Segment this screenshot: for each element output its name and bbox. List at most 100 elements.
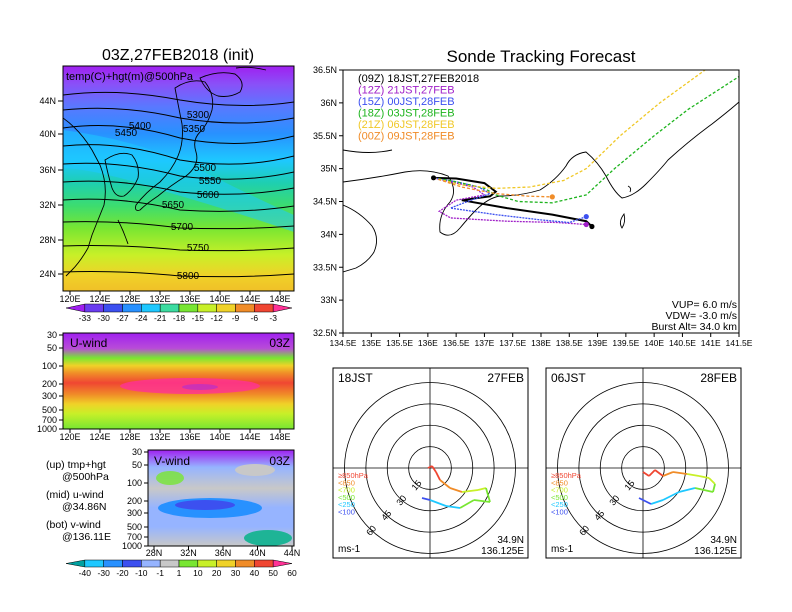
wind-colorbar-label: -1 — [156, 568, 164, 578]
hodograph-right: 06JST 28FEB ms-1 34.9N 136.125E 15304560… — [545, 367, 742, 559]
track-legend: (09Z) 18JST,27FEB2018(12Z) 21JST,27FEB(1… — [358, 73, 479, 143]
lon-tick-label: 136.5E — [443, 338, 470, 348]
hodograph-left: 18JST 27FEB ms-1 34.9N 136.125E 15304560… — [332, 367, 529, 559]
wind-colorbar-swatch — [178, 559, 199, 568]
panel-legend-notes: (up) tmp+hgt@500hPa (mid) u-wind@34.86N (b… — [46, 459, 111, 543]
temp-colorbar-label: -15 — [192, 313, 205, 323]
pressure-legend-entry: ≥850hPa — [338, 471, 369, 480]
contour-label: 5300 — [187, 110, 210, 121]
pressure-legend-entry: <250 — [551, 500, 568, 509]
hodograph-segment — [654, 469, 664, 477]
contour-label: 5800 — [177, 271, 200, 282]
temp-colorbar-swatch — [84, 303, 104, 313]
lat-tick-label: 33.5N — [313, 262, 337, 272]
track-line — [433, 176, 593, 228]
contour-label: 5550 — [199, 176, 222, 187]
pressure-tick-label: 100 — [127, 478, 142, 488]
hodograph-segment — [435, 471, 441, 481]
hodo-right-unit: ms-1 — [551, 544, 574, 555]
legend-note-line1: (mid) u-wind — [46, 489, 104, 501]
lon-tick-label: 128E — [119, 432, 140, 442]
track-legend-entry: (09Z) 18JST,27FEB2018 — [358, 73, 479, 85]
temp-colorbar-swatch — [141, 303, 161, 313]
wind-colorbar-swatch — [122, 559, 142, 568]
lon-tick-label: 132E — [149, 432, 170, 442]
hodograph-segment — [678, 487, 696, 493]
lon-tick-label: 148E — [269, 294, 290, 304]
pressure-tick-label: 50 — [47, 343, 57, 353]
lon-tick-label: 136E — [179, 432, 200, 442]
track-end-point — [583, 214, 589, 220]
wind-colorbar-label: -30 — [98, 568, 111, 578]
wind-colorbar-label: 60 — [287, 568, 297, 578]
track-end-point — [583, 221, 589, 228]
hodograph-segment — [449, 487, 463, 493]
lon-tick-label: 135.5E — [386, 338, 413, 348]
track-line — [433, 177, 587, 226]
lon-tick-label: 141E — [701, 338, 721, 348]
hodograph-segment — [638, 497, 652, 505]
main-lon-ticks: 120E 124E 128E 132E 136E 140E 144E 148E — [59, 291, 291, 304]
hodograph-segment — [477, 487, 487, 491]
contour-label: 5750 — [187, 243, 210, 254]
lat-tick-label: 32N — [39, 200, 56, 210]
lat-tick-label: 28N — [39, 235, 56, 245]
hodograph-segment — [698, 475, 710, 479]
lon-tick-label: 144E — [239, 294, 260, 304]
hodograph-segment — [427, 465, 433, 469]
hodograph-segment — [421, 497, 431, 501]
pressure-legend-entry: ≥850hPa — [551, 471, 582, 480]
temp-colorbar-label: -9 — [232, 313, 240, 323]
lon-tick-label: 136E — [179, 294, 200, 304]
track-end-point — [589, 223, 595, 230]
track-lines — [431, 70, 739, 230]
lon-tick-label: 120E — [59, 432, 80, 442]
temp-colorbar-swatch — [216, 303, 236, 313]
pressure-tick-label: 700 — [42, 415, 57, 425]
temp-colorbar-label: -30 — [98, 313, 111, 323]
pressure-legend-entry: <100 — [338, 508, 355, 517]
wind-colorbar-label: 20 — [212, 568, 222, 578]
ring-label: 60 — [577, 523, 591, 537]
temp-colorbar-label: -33 — [79, 313, 92, 323]
pressure-tick-label: 200 — [42, 379, 57, 389]
lat-tick-label: 35.5N — [313, 131, 337, 141]
wind-colorbar-swatch — [84, 559, 104, 568]
pressure-legend-entry: <250 — [338, 500, 355, 509]
wind-colorbar-swatch — [235, 559, 255, 568]
temp-colorbar-label: -24 — [135, 313, 148, 323]
pressure-legend-entry: <700 — [551, 486, 568, 495]
lat-tick-label: 36N — [215, 548, 232, 558]
temp-colorbar-swatch — [197, 303, 217, 313]
wind-colorbar-swatch — [272, 559, 293, 568]
lon-tick-label: 138.5E — [556, 338, 583, 348]
hodograph-segment — [445, 505, 461, 509]
hodo-left-lat: 34.9N — [497, 535, 524, 546]
lat-tick-label: 40N — [39, 129, 56, 139]
lat-tick-label: 32N — [180, 548, 197, 558]
lon-tick-label: 139E — [588, 338, 608, 348]
track-legend-entry: (00Z) 09JST,28FEB — [358, 131, 455, 143]
contour-label: 5600 — [197, 190, 220, 201]
ring-label: 45 — [379, 508, 393, 522]
hodograph-segment — [672, 471, 688, 475]
track-legend-entry: (12Z) 21JST,27FEB — [358, 85, 455, 97]
wind-colorbar-swatch — [197, 559, 217, 568]
lat-tick-label: 33N — [320, 295, 337, 305]
temp-colorbar-swatch — [254, 303, 274, 313]
v-wind-title: V-wind — [154, 454, 190, 468]
lat-tick-label: 28N — [146, 548, 163, 558]
lat-tick-label: 36N — [39, 165, 56, 175]
hodograph-segment — [473, 499, 491, 503]
track-line — [433, 76, 739, 204]
ring-label: 15 — [410, 478, 424, 492]
lon-tick-label: 124E — [89, 432, 110, 442]
lon-tick-label: 140.5E — [669, 338, 696, 348]
hodo-left-time: 18JST — [338, 371, 373, 385]
temp-colorbar-label: -3 — [269, 313, 277, 323]
legend-note-line2: @136.11E — [62, 531, 111, 543]
wind-colorbar-swatch — [141, 559, 161, 568]
